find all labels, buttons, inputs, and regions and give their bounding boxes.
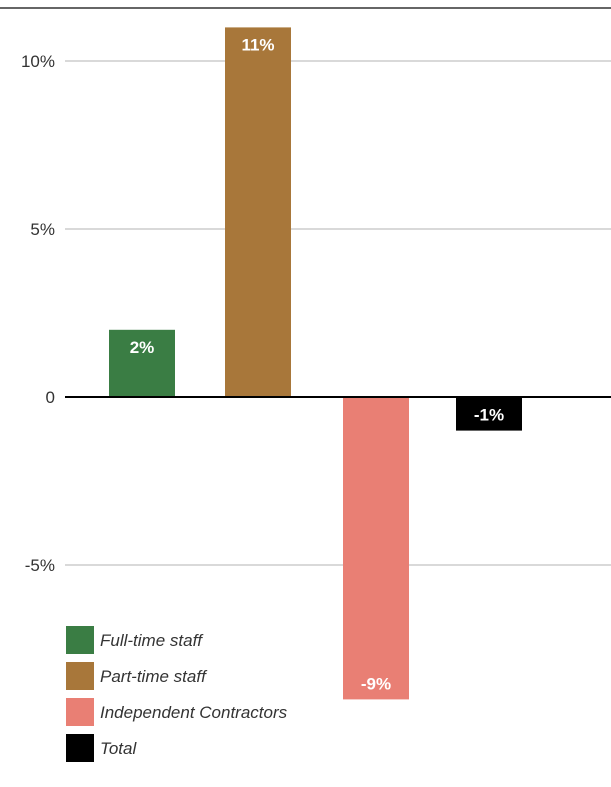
legend-label: Total bbox=[100, 739, 137, 758]
bar-value-labels: 2% 11% -9% -1% bbox=[130, 35, 504, 693]
y-tick-label: 10% bbox=[21, 52, 55, 71]
bar bbox=[343, 397, 409, 700]
bars bbox=[109, 27, 522, 700]
bar-value-label: -9% bbox=[361, 674, 391, 693]
bar-value-label: -1% bbox=[474, 406, 504, 425]
bar bbox=[456, 397, 522, 431]
legend-swatch bbox=[66, 698, 94, 726]
y-tick-label: 0 bbox=[46, 388, 55, 407]
y-tick-label: -5% bbox=[25, 556, 55, 575]
legend-label: Full-time staff bbox=[100, 631, 204, 650]
legend: Full-time staff Part-time staff Independen… bbox=[66, 626, 288, 762]
y-tick-label: 5% bbox=[30, 220, 55, 239]
legend-swatch bbox=[66, 662, 94, 690]
legend-swatch bbox=[66, 734, 94, 762]
bar-value-label: 2% bbox=[130, 338, 155, 357]
bar-value-label: 11% bbox=[241, 35, 274, 54]
bar bbox=[225, 27, 291, 398]
legend-label: Independent Contractors bbox=[100, 703, 288, 722]
bar bbox=[109, 329, 175, 397]
y-axis-tick-labels: 10% 5% 0 -5% bbox=[21, 52, 55, 575]
legend-label: Part-time staff bbox=[100, 667, 208, 686]
legend-swatch bbox=[66, 626, 94, 654]
grid-lines bbox=[65, 60, 611, 566]
